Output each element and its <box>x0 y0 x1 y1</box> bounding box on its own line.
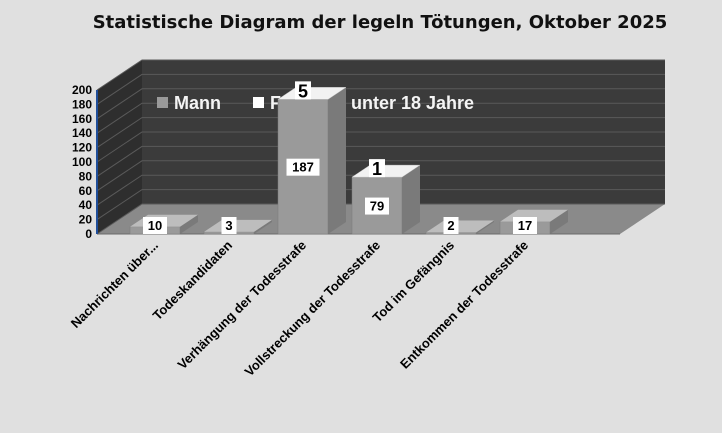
data-label: 1 <box>372 159 382 179</box>
gridline <box>96 88 665 120</box>
legend-label: Mann <box>174 93 221 113</box>
y-tick-label: 120 <box>72 141 92 155</box>
bar-top <box>204 219 272 232</box>
bar-top <box>426 220 494 233</box>
x-tick-label: Entkommen der Todesstrafe <box>397 238 531 372</box>
plot-area: 020406080100120140160180200MannFrauunter… <box>68 59 665 380</box>
legend-label: unter 18 Jahre <box>351 93 474 113</box>
data-label: 79 <box>370 199 384 214</box>
x-tick-label: Vollstreckung der Todesstrafe <box>242 238 384 380</box>
data-label: 5 <box>298 81 308 101</box>
y-tick-label: 0 <box>85 227 92 241</box>
legend-swatch <box>157 97 168 108</box>
bar-side <box>328 87 346 234</box>
bar-side <box>254 219 272 234</box>
data-label-box <box>143 217 167 234</box>
y-tick-label: 140 <box>72 126 92 140</box>
data-label-box <box>443 217 459 234</box>
data-label-box <box>513 217 537 234</box>
gridline <box>96 160 665 192</box>
y-tick-label: 60 <box>79 184 93 198</box>
y-tick-label: 180 <box>72 97 92 111</box>
gridline <box>96 102 665 134</box>
gridline <box>96 73 665 105</box>
y-tick-label: 20 <box>79 213 93 227</box>
x-tick-label: Tod im Gefängnis <box>370 238 458 326</box>
data-label: 17 <box>518 218 532 233</box>
legend-swatch <box>253 97 264 108</box>
gridline <box>96 59 665 91</box>
y-tick-label: 200 <box>72 83 92 97</box>
chart-title: Statistische Diagram der legeln Tötungen… <box>93 12 668 33</box>
x-tick-label: Verhängung der Todesstrafe <box>175 238 310 373</box>
data-label-box <box>365 197 389 215</box>
gridline <box>96 145 665 177</box>
bar-side <box>476 220 494 234</box>
data-label-box <box>369 159 385 178</box>
data-label-box <box>286 158 320 176</box>
x-tick-label: Todeskandidaten <box>150 237 236 323</box>
bar-side <box>180 214 198 234</box>
gridline <box>96 203 665 235</box>
y-tick-label: 40 <box>79 198 93 212</box>
data-label-box <box>221 217 237 234</box>
data-label: 187 <box>292 160 314 175</box>
y-tick-label: 100 <box>72 155 92 169</box>
data-label: 2 <box>447 218 454 233</box>
bar-side <box>550 209 568 234</box>
data-label: 10 <box>148 218 162 233</box>
bar-side <box>402 165 420 234</box>
x-tick-label: Nachrichten über... <box>68 238 161 331</box>
gridline <box>96 174 665 206</box>
y-tick-label: 80 <box>79 169 93 183</box>
data-label-box <box>295 81 311 100</box>
gridline <box>96 189 665 221</box>
gridline <box>96 117 665 149</box>
data-label: 3 <box>225 218 232 233</box>
y-tick-label: 160 <box>72 112 92 126</box>
gridline <box>96 131 665 163</box>
